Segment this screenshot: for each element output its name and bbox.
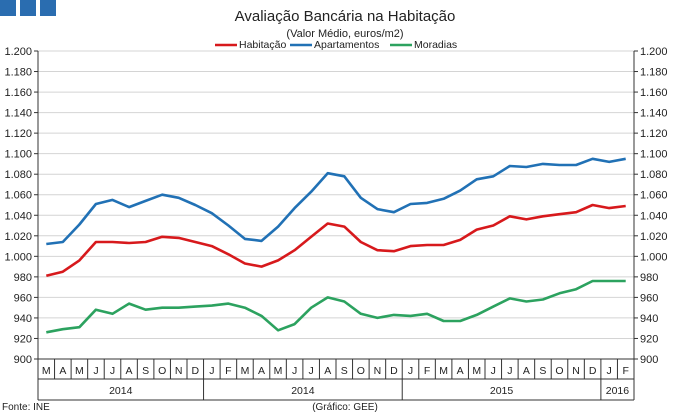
y-tick-label: 1.160 (640, 87, 668, 99)
y-tick-label: 1.100 (640, 149, 668, 161)
month-label: A (59, 365, 66, 377)
month-label: J (491, 365, 496, 377)
month-label: D (191, 365, 199, 377)
month-label: A (457, 365, 464, 377)
year-label: 2014 (291, 385, 315, 397)
y-tick-label: 1.120 (4, 128, 32, 140)
y-tick-label: 1.020 (4, 231, 32, 243)
y-tick-label: 900 (14, 354, 32, 366)
source-note: Fonte: INE (2, 402, 50, 413)
month-label: M (42, 365, 51, 377)
y-tick-label: 980 (14, 272, 32, 284)
month-label: J (292, 365, 297, 377)
month-label: N (572, 365, 580, 377)
month-label: F (424, 365, 430, 377)
month-label: N (374, 365, 382, 377)
y-tick-label: 1.180 (640, 67, 668, 79)
y-tick-label: 1.040 (4, 210, 32, 222)
month-label: A (324, 365, 331, 377)
month-label: M (241, 365, 250, 377)
month-label: S (539, 365, 546, 377)
y-tick-label: 1.200 (4, 46, 32, 58)
month-label: J (408, 365, 413, 377)
series-line-habitação (45, 203, 626, 278)
y-tick-label: 1.160 (4, 87, 32, 99)
month-label: J (607, 365, 612, 377)
month-label: D (589, 365, 597, 377)
logo-square (20, 0, 36, 16)
brand-logo (0, 0, 56, 16)
series-line-moradias (46, 279, 626, 334)
month-label: F (225, 365, 231, 377)
month-label: O (555, 365, 563, 377)
month-label: O (357, 365, 365, 377)
month-label: M (274, 365, 283, 377)
y-tick-label: 1.120 (640, 128, 668, 140)
year-label: 2014 (109, 385, 133, 397)
y-tick-label: 940 (640, 313, 658, 325)
month-label: J (93, 365, 98, 377)
y-tick-label: 1.040 (640, 210, 668, 222)
logo-square (40, 0, 56, 16)
y-tick-label: 960 (14, 292, 32, 304)
month-label: J (209, 365, 214, 377)
legend-label: Apartamentos (314, 39, 379, 51)
y-tick-label: 1.080 (4, 169, 32, 181)
y-tick-label: 960 (640, 292, 658, 304)
month-label: S (142, 365, 149, 377)
month-label: A (258, 365, 265, 377)
y-tick-label: 1.000 (640, 251, 668, 263)
y-tick-label: 1.140 (640, 108, 668, 120)
month-label: F (623, 365, 629, 377)
legend-label: Habitação (239, 39, 286, 51)
y-tick-label: 1.080 (640, 169, 668, 181)
month-label: S (341, 365, 348, 377)
y-tick-label: 1.140 (4, 108, 32, 120)
grid-lines (38, 50, 634, 339)
y-tick-label: 940 (14, 313, 32, 325)
chart-subtitle: (Valor Médio, euros/m2) (286, 28, 403, 40)
month-label: J (507, 365, 512, 377)
month-label: J (110, 365, 115, 377)
month-label: N (175, 365, 183, 377)
y-tick-label: 1.060 (4, 190, 32, 202)
chart-title: Avaliação Bancária na Habitação (235, 8, 456, 25)
month-label: M (439, 365, 448, 377)
y-tick-label: 1.200 (640, 46, 668, 58)
y-tick-label: 980 (640, 272, 658, 284)
series-line-apartamentos (46, 157, 626, 246)
month-label: M (75, 365, 84, 377)
y-tick-label: 1.000 (4, 251, 32, 263)
legend-label: Moradias (414, 39, 457, 51)
y-tick-label: 1.060 (640, 190, 668, 202)
year-label: 2015 (490, 385, 514, 397)
month-label: J (309, 365, 314, 377)
series-lines (45, 157, 626, 334)
logo-square (0, 0, 16, 16)
year-label: 2016 (606, 385, 630, 397)
chart-legend: Habitação Apartamentos Moradias (215, 39, 457, 51)
y-tick-label: 900 (640, 354, 658, 366)
month-label: A (126, 365, 133, 377)
month-label: O (158, 365, 166, 377)
y-tick-label: 920 (14, 333, 32, 345)
y-axis-right: 900 920 940 960 980 1.000 1.020 1.040 1.060 1.080… (633, 46, 668, 366)
month-label: D (390, 365, 398, 377)
y-tick-label: 1.020 (640, 231, 668, 243)
y-tick-label: 1.100 (4, 149, 32, 161)
x-axis: M A M J J A S O N D J F M A M J J A S O N D J F M A M J J A S O N D J F2014… (37, 358, 635, 401)
y-tick-label: 920 (640, 333, 658, 345)
month-label: M (472, 365, 481, 377)
y-tick-label: 1.180 (4, 67, 32, 79)
credit-note: (Gráfico: GEE) (312, 402, 378, 413)
month-label: A (523, 365, 530, 377)
y-axis-left: 900 920 940 960 980 1.000 1.020 1.040 1.060 1.080… (4, 46, 39, 366)
